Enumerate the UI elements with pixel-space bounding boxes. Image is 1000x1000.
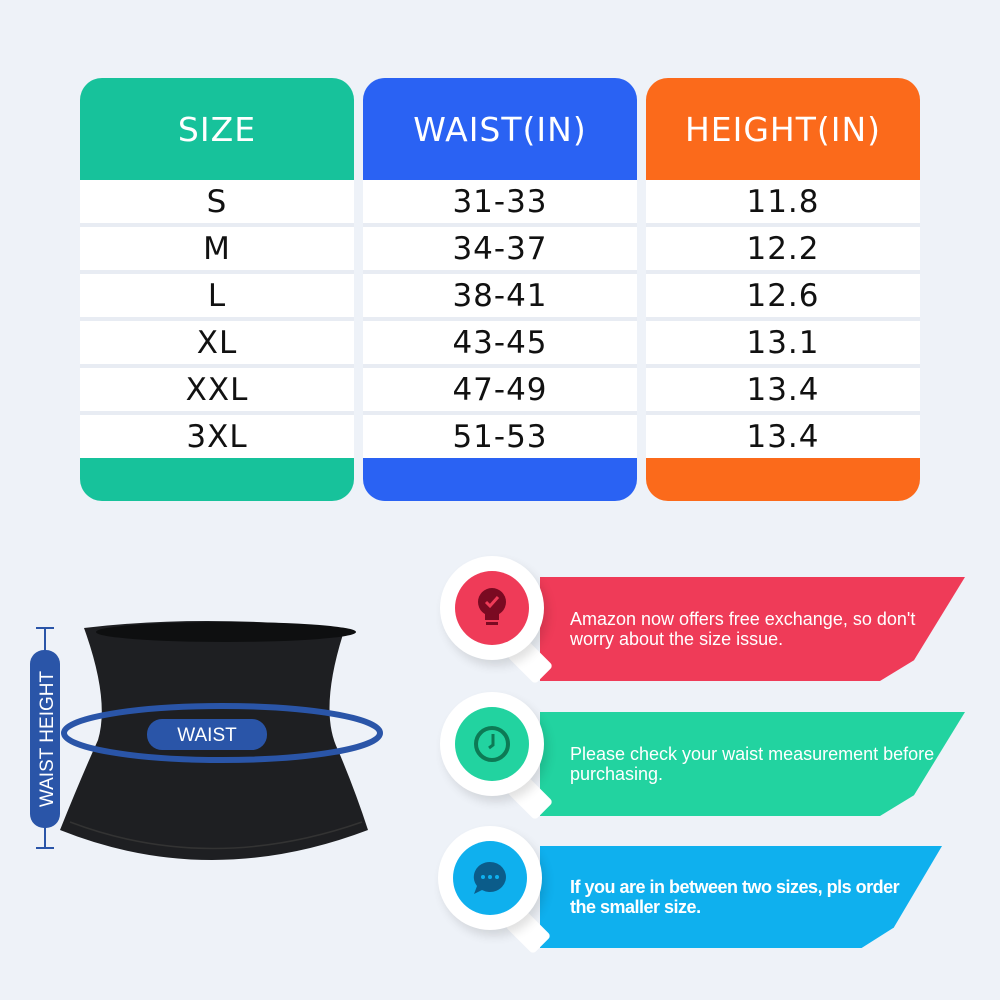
waist-ring (61, 703, 383, 763)
tip-text: If you are in between two sizes, pls ord… (570, 877, 900, 917)
waist-label: WAIST (177, 725, 237, 746)
lightbulb-check-icon (478, 588, 506, 625)
table-cell: 13.4 (646, 415, 920, 458)
waist-height-label: WAIST HEIGHT (37, 671, 58, 808)
table-cell: M (80, 227, 354, 270)
chat-bubble-icon (473, 861, 506, 894)
table-cell: S (80, 180, 354, 223)
tip-text: Amazon now offers free exchange, so don'… (570, 609, 916, 649)
table-cell: 13.4 (646, 368, 920, 411)
table-cell: XXL (80, 368, 354, 411)
table-cell: 3XL (80, 415, 354, 458)
size-column: SIZE S M L XL XXL 3XL (80, 78, 354, 501)
table-cell: 47-49 (363, 368, 637, 411)
tip-text: Please check your waist measurement befo… (570, 744, 935, 784)
table-cell: 12.2 (646, 227, 920, 270)
tip-banner-exchange: Amazon now offers free exchange, so don'… (540, 577, 965, 681)
tip-banner-size: If you are in between two sizes, pls ord… (540, 846, 942, 948)
table-cell: 38-41 (363, 274, 637, 317)
column-header: WAIST(IN) (413, 109, 587, 149)
table-cell: 34-37 (363, 227, 637, 270)
table-cell: L (80, 274, 354, 317)
table-cell: 11.8 (646, 180, 920, 223)
tip-banner-measure: Please check your waist measurement befo… (540, 712, 965, 816)
clock-icon (474, 726, 510, 762)
waist-column: WAIST(IN) 31-33 34-37 38-41 43-45 47-49 … (363, 78, 637, 501)
waist-trainer-diagram: WAIST WAIST HEIGHT (30, 621, 383, 860)
column-header: SIZE (177, 109, 257, 149)
table-cell: 43-45 (363, 321, 637, 364)
table-cell: 12.6 (646, 274, 920, 317)
column-header: HEIGHT(IN) (684, 109, 882, 149)
table-cell: XL (80, 321, 354, 364)
table-cell: 51-53 (363, 415, 637, 458)
table-cell: 31-33 (363, 180, 637, 223)
height-column: HEIGHT(IN) 11.8 12.2 12.6 13.1 13.4 13.4 (646, 78, 920, 501)
table-cell: 13.1 (646, 321, 920, 364)
